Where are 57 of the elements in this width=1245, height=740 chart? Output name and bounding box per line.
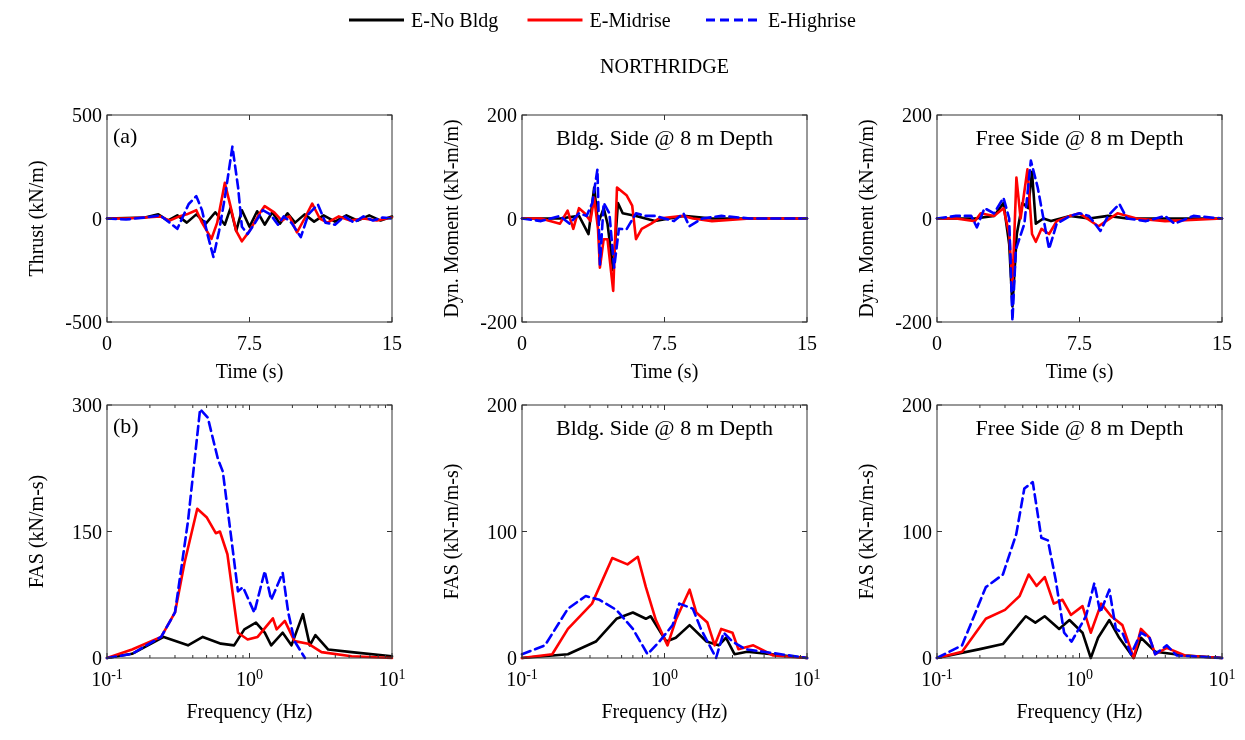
y-tick-label: 0 <box>507 647 517 669</box>
x-tick-label: 15 <box>797 332 817 354</box>
x-tick-label: 10$^{1}$ <box>378 666 406 690</box>
y-tick-label: 0 <box>507 207 517 230</box>
x-tick-label: 10$^{-1}$ <box>91 666 123 690</box>
y-tick-label: 150 <box>72 520 102 543</box>
annotation: Bldg. Side @ 8 m Depth <box>555 125 774 150</box>
x-tick-label: 10$^{0}$ <box>1066 666 1093 690</box>
legend-label: E-Highrise <box>768 9 856 32</box>
y-axis-title: Dyn. Moment (kN-m/m) <box>855 119 878 318</box>
x-tick-label: 7.5 <box>1067 332 1092 354</box>
x-axis-title: Time (s) <box>1045 360 1114 383</box>
y-axis-title: FAS (kN/m-s) <box>25 474 48 589</box>
y-axis-title: Thrust (kN/m) <box>25 160 48 277</box>
line-series <box>935 159 1224 323</box>
y-tick-label: -200 <box>480 311 517 333</box>
y-axis-title: FAS (kN-m/m-s) <box>440 463 463 600</box>
legend-label: E-No Bldg <box>411 9 499 32</box>
x-tick-label: 10$^{1}$ <box>793 666 821 690</box>
x-axis-title: Frequency (Hz) <box>601 700 728 723</box>
line-series <box>520 168 809 269</box>
y-axis-title: FAS (kN-m/m-s) <box>855 463 878 600</box>
x-tick-label: 7.5 <box>237 332 262 354</box>
chart-title: NORTHRIDGE <box>600 55 729 77</box>
y-tick-label: 0 <box>92 647 102 669</box>
x-tick-label: 15 <box>382 332 402 354</box>
annotation: Bldg. Side @ 8 m Depth <box>555 415 774 440</box>
x-axis-title: Time (s) <box>215 360 284 383</box>
x-axis-title: Frequency (Hz) <box>186 700 313 723</box>
y-axis-title: Dyn. Moment (kN-m/m) <box>440 119 463 318</box>
y-tick-label: 0 <box>92 207 102 230</box>
annotation: Free Side @ 8 m Depth <box>975 125 1184 150</box>
x-axis-title: Frequency (Hz) <box>1016 700 1143 723</box>
x-tick-label: 10$^{-1}$ <box>921 666 953 690</box>
x-tick-label: 10$^{0}$ <box>651 666 678 690</box>
legend-label: E-Midrise <box>589 9 671 31</box>
annotation: Free Side @ 8 m Depth <box>975 415 1184 440</box>
x-tick-label: 10$^{0}$ <box>236 666 263 690</box>
y-tick-label: 200 <box>487 104 517 126</box>
annotation: (b) <box>113 413 139 438</box>
x-tick-label: 10$^{-1}$ <box>506 666 538 690</box>
y-tick-label: 300 <box>72 394 102 416</box>
y-tick-label: 100 <box>487 520 517 543</box>
y-tick-label: 0 <box>922 207 932 230</box>
y-tick-label: -500 <box>65 311 102 333</box>
y-tick-label: 200 <box>902 104 932 126</box>
x-tick-label: 10$^{1}$ <box>1208 666 1236 690</box>
x-tick-label: 15 <box>1212 332 1232 354</box>
y-tick-label: 200 <box>902 394 932 416</box>
y-tick-label: 100 <box>902 520 932 543</box>
annotation: (a) <box>113 123 138 148</box>
x-tick-label: 7.5 <box>652 332 677 354</box>
y-tick-label: 500 <box>72 104 102 126</box>
y-tick-label: 200 <box>487 394 517 416</box>
x-axis-title: Time (s) <box>630 360 699 383</box>
y-tick-label: 0 <box>922 647 932 669</box>
y-tick-label: -200 <box>895 311 932 333</box>
